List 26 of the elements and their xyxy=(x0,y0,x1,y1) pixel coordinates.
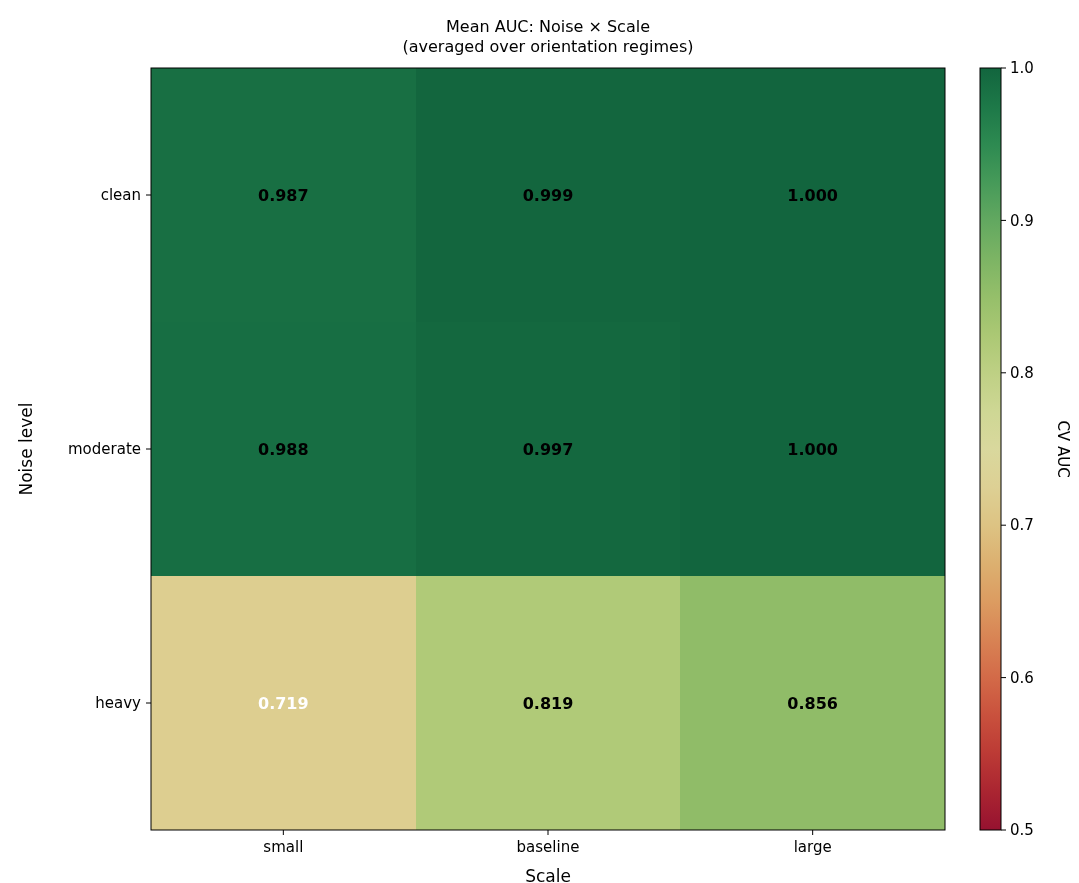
data-label: 1.000 xyxy=(787,439,838,459)
color-bar-title: CV AUC xyxy=(1054,420,1072,478)
color-bar-label: 0.8 xyxy=(1010,364,1034,383)
data-label: 1.000 xyxy=(787,185,838,205)
data-label: 0.988 xyxy=(258,439,309,459)
x-tick-label: large xyxy=(793,838,832,856)
x-tick-label: baseline xyxy=(516,838,580,856)
y-tick-label: clean xyxy=(100,186,141,205)
x-axis-title: Scale xyxy=(525,866,571,883)
chart-subtitle: (averaged over orientation regimes) xyxy=(402,37,694,56)
data-label: 0.987 xyxy=(258,185,309,205)
color-bar-label: 0.5 xyxy=(1010,821,1034,840)
color-bar-label: 1.0 xyxy=(1010,59,1034,78)
data-label: 0.997 xyxy=(522,439,574,459)
color-bar-label: 0.7 xyxy=(1010,516,1034,535)
y-tick-label: moderate xyxy=(67,440,141,459)
data-label: 0.999 xyxy=(522,185,574,205)
data-label: 0.819 xyxy=(522,693,574,713)
y-axis-title: Noise level xyxy=(16,402,36,496)
y-tick-label: heavy xyxy=(95,694,142,713)
color-bar-label: 0.6 xyxy=(1010,668,1034,687)
data-label: 0.719 xyxy=(258,693,309,713)
chart-title: Mean AUC: Noise × Scale xyxy=(446,17,650,36)
x-tick-label: small xyxy=(263,838,304,856)
color-bar-label: 0.9 xyxy=(1010,211,1034,230)
data-label: 0.856 xyxy=(787,693,838,713)
